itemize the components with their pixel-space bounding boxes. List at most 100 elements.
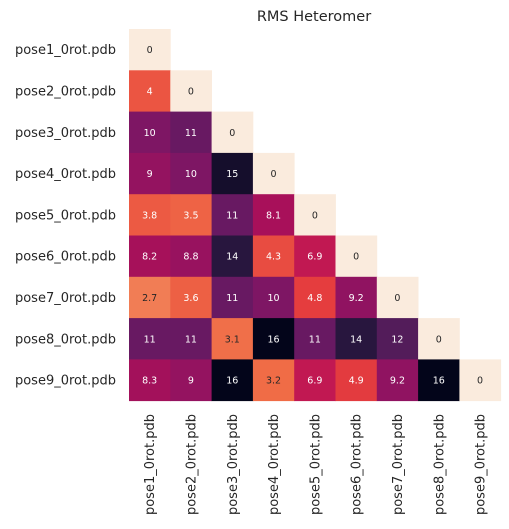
cell-value-label-r7-c7: 0 (394, 293, 400, 304)
y-tick-label-9: pose9_0rot.pdb (15, 374, 116, 389)
heatmap-cell-r7-c3 (211, 276, 254, 319)
cell-value-label-r4-c4: 0 (271, 169, 277, 180)
heatmap-cell-r6-c3 (211, 235, 254, 278)
cell-value-label-r8-c8: 0 (436, 334, 442, 345)
heatmap-cell-r5-c1 (129, 194, 171, 236)
heatmap-cell-r3-c3 (211, 111, 254, 154)
cell-value-label-r3-c2: 11 (185, 128, 197, 139)
heatmap-cell-r1-c1 (129, 29, 171, 71)
x-tick-labels: pose1_0rot.pdb pose2_0rot.pdb pose3_0rot.p… (143, 414, 488, 515)
cell-value-label-r6-c5: 6.9 (307, 252, 322, 263)
cell-value-label-r2-c1: 4 (147, 86, 153, 97)
cell-value-label-r8-c6: 14 (350, 334, 362, 345)
heatmap-cell-r9-c9 (459, 359, 502, 402)
heatmap-cell-r9-c6 (335, 359, 378, 402)
cell-value-label-r2-c2: 0 (188, 86, 194, 97)
cell-value-label-r9-c1: 8.3 (142, 376, 157, 387)
x-tick-label-5: pose5_0rot.pdb (308, 414, 323, 515)
cell-value-label-r5-c3: 11 (226, 210, 238, 221)
cell-value-label-r7-c3: 11 (226, 293, 238, 304)
cell-value-label-r7-c2: 3.6 (183, 293, 198, 304)
heatmap-cell-r9-c7 (376, 359, 419, 402)
x-tick-label-8: pose8_0rot.pdb (432, 414, 447, 515)
heatmap-cell-r8-c7 (376, 318, 419, 360)
x-tick-label-1: pose1_0rot.pdb (143, 414, 158, 515)
cell-value-label-r9-c3: 16 (226, 376, 238, 387)
cell-value-label-r4-c3: 15 (226, 169, 238, 180)
heatmap-cell-r6-c5 (294, 235, 336, 278)
cell-value-label-r7-c5: 4.8 (307, 293, 322, 304)
cell-value-label-r9-c4: 3.2 (266, 376, 281, 387)
heatmap-cell-r8-c2 (170, 318, 212, 360)
heatmap-cell-r8-c5 (294, 318, 336, 360)
cell-value-label-r6-c1: 8.2 (142, 252, 157, 263)
y-tick-label-7: pose7_0rot.pdb (15, 291, 116, 306)
cell-value-label-r5-c4: 8.1 (266, 210, 281, 221)
cell-value-label-r9-c6: 4.9 (349, 376, 364, 387)
heatmap-cell-r8-c4 (252, 318, 295, 360)
heatmap-cell-r7-c6 (335, 276, 378, 319)
heatmap-cell-r7-c1 (129, 276, 171, 319)
heatmap-cell-r9-c8 (418, 359, 460, 402)
y-tick-label-5: pose5_0rot.pdb (15, 208, 116, 223)
y-tick-label-2: pose2_0rot.pdb (15, 84, 116, 99)
heatmap-cell-r7-c7 (376, 276, 419, 319)
heatmap-cell-r9-c3 (211, 359, 254, 402)
heatmap-cell-r9-c1 (129, 359, 171, 402)
heatmap-cell-r6-c6 (335, 235, 378, 278)
cell-value-label-r3-c1: 10 (144, 128, 156, 139)
y-tick-labels: pose1_0rot.pdb pose2_0rot.pdb pose3_0rot.p… (15, 43, 116, 388)
x-tick-label-7: pose7_0rot.pdb (391, 414, 406, 515)
heatmap-cell-r9-c2 (170, 359, 212, 402)
cell-value-label-r8-c1: 11 (144, 334, 156, 345)
cell-value-label-r8-c7: 12 (391, 334, 403, 345)
cell-value-label-r1-c1: 0 (147, 45, 153, 56)
heatmap-cell-r5-c2 (170, 194, 212, 236)
heatmap-cell-r8-c6 (335, 318, 378, 360)
heatmap-cell-r4-c4 (252, 152, 295, 195)
cell-value-label-r8-c5: 11 (309, 334, 321, 345)
cell-value-label-r5-c5: 0 (312, 210, 318, 221)
heatmap-cell-r7-c2 (170, 276, 212, 319)
heatmap-cell-r8-c3 (211, 318, 254, 360)
x-tick-label-9: pose9_0rot.pdb (474, 414, 489, 515)
heatmap-cell-r2-c1 (129, 70, 171, 112)
heatmap-cell-r4-c3 (211, 152, 254, 195)
cell-value-label-r8-c2: 11 (185, 334, 197, 345)
cell-value-label-r9-c7: 9.2 (390, 376, 405, 387)
heatmap-cell-r7-c5 (294, 276, 336, 319)
heatmap-cell-r2-c2 (170, 70, 212, 112)
y-tick-label-3: pose3_0rot.pdb (15, 126, 116, 141)
chart-title: RMS Heteromer (257, 9, 371, 25)
x-tick-label-6: pose6_0rot.pdb (350, 414, 365, 515)
cell-value-label-r6-c3: 14 (226, 252, 238, 263)
heatmap-cell-r5-c4 (252, 194, 295, 236)
cell-value-label-r6-c6: 0 (353, 252, 359, 263)
cell-value-label-r8-c3: 3.1 (225, 334, 240, 345)
cell-value-label-r4-c1: 9 (147, 169, 153, 180)
heatmap-cell-r8-c1 (129, 318, 171, 360)
heatmap-cell-r4-c1 (129, 152, 171, 195)
x-tick-label-2: pose2_0rot.pdb (184, 414, 199, 515)
cell-value-label-r9-c9: 0 (477, 376, 483, 387)
cell-value-label-r9-c8: 16 (433, 376, 445, 387)
cell-value-label-r9-c5: 6.9 (307, 376, 322, 387)
cell-value-label-r7-c6: 9.2 (349, 293, 364, 304)
x-tick-label-3: pose3_0rot.pdb (226, 414, 241, 515)
heatmap-cell-r6-c1 (129, 235, 171, 278)
cell-value-label-r5-c1: 3.8 (142, 210, 157, 221)
y-tick-label-8: pose8_0rot.pdb (15, 332, 116, 347)
heatmap-cell-r9-c5 (294, 359, 336, 402)
cell-value-label-r9-c2: 9 (188, 376, 194, 387)
heatmap-cell-r5-c3 (211, 194, 254, 236)
heatmap-cell-r8-c8 (418, 318, 460, 360)
cell-value-label-r3-c3: 0 (229, 128, 235, 139)
cell-value-label-r5-c2: 3.5 (183, 210, 198, 221)
heatmap-cell-r6-c4 (252, 235, 295, 278)
cell-value-label-r6-c4: 4.3 (266, 252, 281, 263)
heatmap-cell-r4-c2 (170, 152, 212, 195)
cell-value-label-r8-c4: 16 (268, 334, 280, 345)
heatmap-cell-r6-c2 (170, 235, 212, 278)
heatmap-cell-r5-c5 (294, 194, 336, 236)
